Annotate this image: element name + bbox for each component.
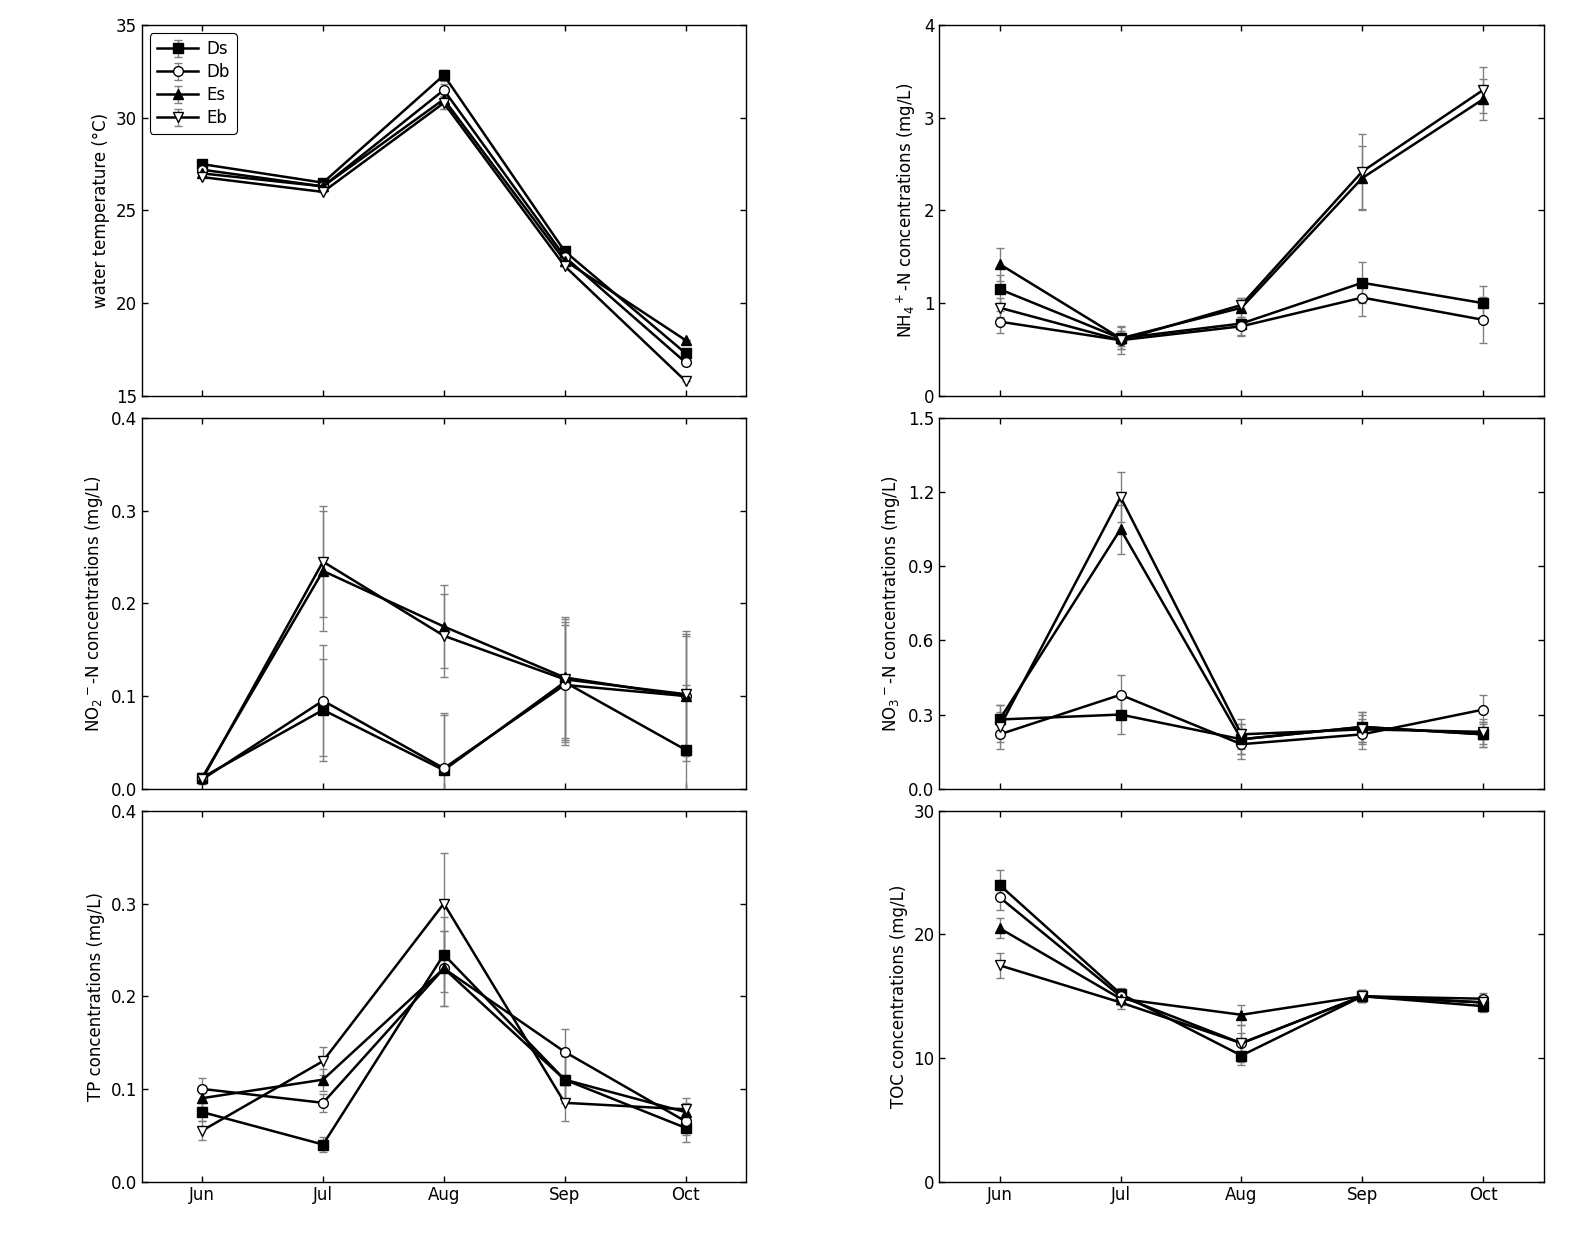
Y-axis label: TOC concentrations (mg/L): TOC concentrations (mg/L) bbox=[890, 885, 907, 1107]
Y-axis label: TP concentrations (mg/L): TP concentrations (mg/L) bbox=[87, 891, 106, 1101]
Legend: Ds, Db, Es, Eb: Ds, Db, Es, Eb bbox=[150, 34, 236, 133]
Y-axis label: water temperature (°C): water temperature (°C) bbox=[93, 113, 110, 308]
Y-axis label: NO$_3$$^-$-N concentrations (mg/L): NO$_3$$^-$-N concentrations (mg/L) bbox=[880, 475, 902, 732]
Y-axis label: NH$_4$$^+$-N concentrations (mg/L): NH$_4$$^+$-N concentrations (mg/L) bbox=[895, 83, 918, 338]
Y-axis label: NO$_2$$^-$-N concentrations (mg/L): NO$_2$$^-$-N concentrations (mg/L) bbox=[83, 475, 106, 732]
